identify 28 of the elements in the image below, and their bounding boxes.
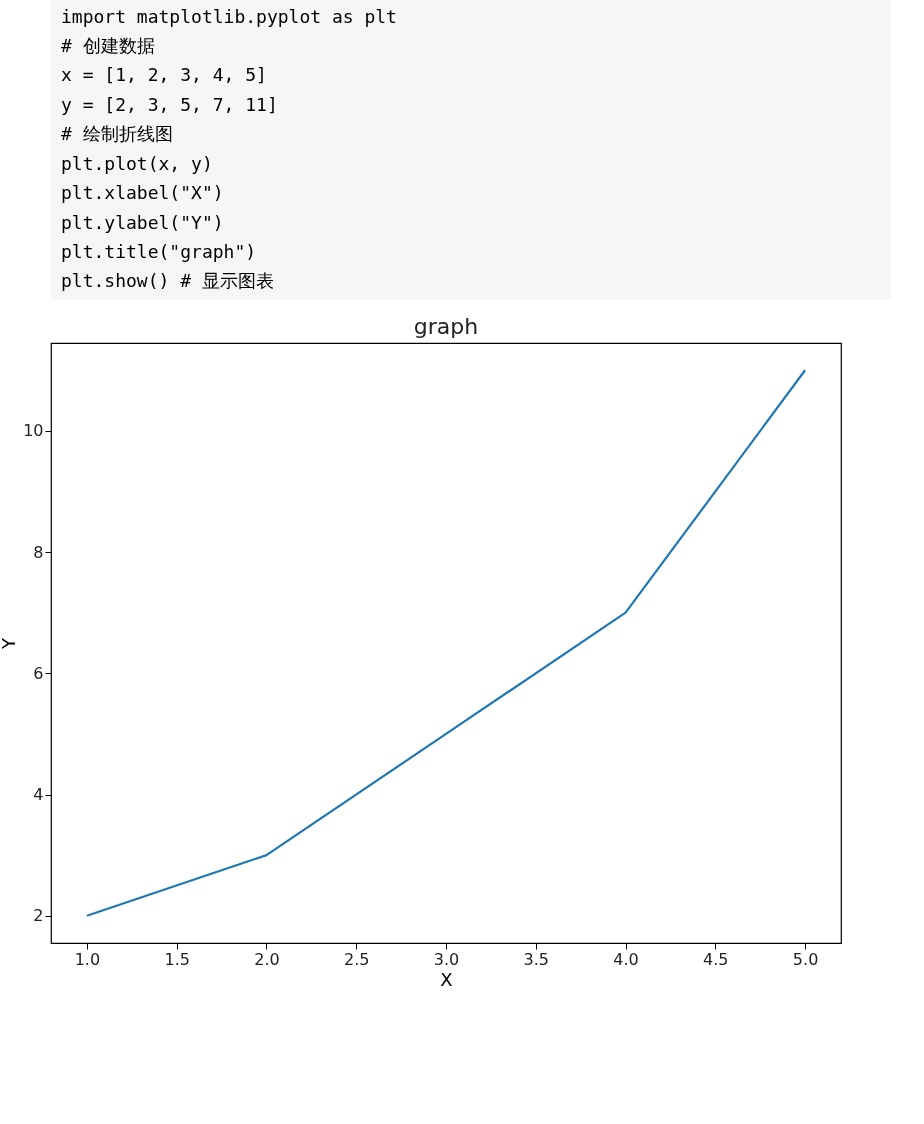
text: # 创建数据	[61, 35, 155, 57]
text: import matplotlib.pyplot as plt	[61, 5, 397, 27]
x-tick-label: 2.0	[254, 949, 280, 969]
chart-title: graph	[413, 314, 479, 339]
y-axis-title: Y	[0, 637, 20, 650]
y-tick-label: 6	[33, 663, 44, 683]
x-tick-label: 3.5	[523, 949, 549, 969]
text: plt.title("graph")	[61, 240, 257, 262]
y-tick-label: 8	[33, 542, 44, 562]
x-tick-label: 4.0	[613, 949, 639, 969]
x-tick-label: 1.0	[74, 949, 101, 969]
x-tick-label: 1.5	[164, 949, 190, 969]
y-tick-label: 10	[23, 421, 44, 441]
text: # 绘制折线图	[61, 123, 173, 145]
line-series	[85, 369, 807, 917]
text: plt.plot(x, y)	[61, 152, 213, 174]
text: plt.ylabel("Y")	[61, 211, 224, 233]
x-tick-label: 2.5	[344, 949, 370, 969]
x-tick-label: 3.0	[433, 949, 460, 969]
y-tick-label: 4	[33, 785, 44, 805]
text: plt.show() # 显示图表	[61, 270, 274, 292]
x-tick-label: 4.5	[703, 949, 729, 969]
x-tick-label: 5.0	[792, 949, 819, 969]
x-axis-title: X	[440, 968, 453, 990]
text: plt.xlabel("X")	[61, 182, 224, 204]
y-tick-label: 2	[33, 906, 44, 926]
text: x = [1, 2, 3, 4, 5]	[61, 64, 267, 86]
text: y = [2, 3, 5, 7, 11]	[61, 93, 278, 115]
